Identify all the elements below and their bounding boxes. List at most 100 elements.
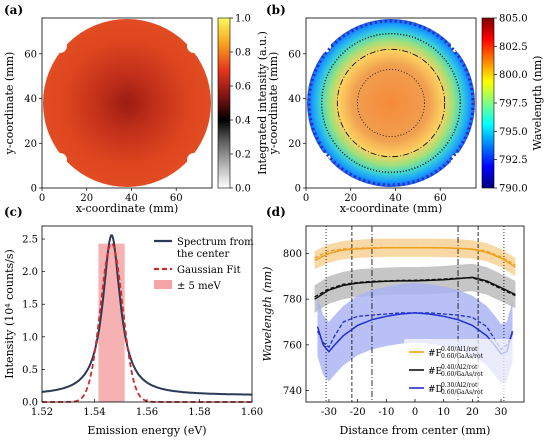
legend-sub: 0.60/GaAs/rot [441, 371, 484, 378]
panel-c-axes: 1.52 1.54 1.56 1.58 1.60 0.0 0.5 1.0 1.5 2.0 2.5 [22, 235, 263, 418]
y-tick-label: 780 [283, 295, 302, 306]
panel-b-ylabel: y-coordinate (mm) [267, 52, 280, 156]
panel-label-d: (d) [266, 205, 286, 219]
x-tick-label: 20 [344, 193, 357, 204]
y-tick-label: 800 [283, 249, 302, 260]
x-tick-label: 0 [412, 407, 418, 418]
panel-b-wafer-notches [317, 39, 465, 167]
y-tick-label: 20 [24, 139, 37, 150]
notch-bottom-left [317, 153, 331, 167]
colorbar-tick-label: 800.0 [499, 70, 528, 81]
colorbar-tick-label: 805.0 [499, 14, 528, 25]
x-tick-label: -20 [350, 407, 366, 418]
legend-sup: 0.40/Al1/rot [441, 346, 478, 353]
edge-noise-ring [307, 19, 475, 187]
x-tick-label: 0 [39, 193, 45, 204]
edge-noise-ring-red [307, 19, 475, 187]
legend-sup: 0.40/Al2/rot [441, 364, 478, 371]
panel-b-colorbar-ticks: 790.0 792.5 795.0 797.5 800.0 802.5 805.0 [494, 14, 528, 195]
notch-top-left [53, 39, 67, 53]
legend-prefix: #D [428, 385, 443, 395]
legend-prefix: #F [428, 349, 442, 359]
y-tick-label: 40 [288, 94, 301, 105]
contour-ring [320, 32, 462, 174]
panel-d-legend: #F 0.40/Al1/rot0.60/GaAs/rot#E0.40/Al2/ro… [404, 339, 520, 397]
panel-b-wafer [307, 19, 475, 187]
x-tick-label: 20 [466, 407, 479, 418]
legend-sup: 0.30/Al2/rot [441, 382, 478, 389]
panel-label-c: (c) [4, 205, 23, 219]
notch-bottom-left [53, 153, 67, 167]
notch-top-right [187, 39, 201, 53]
panel-a-ylabel: y-coordinate (mm) [3, 52, 16, 156]
panel-c-ylabel: Intensity (10⁴ counts/s) [3, 249, 16, 379]
y-tick-label: 760 [283, 340, 302, 351]
x-tick-label: 1.60 [241, 407, 263, 418]
panel-a-axes: 0 20 40 60 0 20 40 60 [24, 49, 182, 204]
legend-label-gaussian: Gaussian Fit [177, 265, 241, 276]
y-tick-label: 60 [288, 49, 301, 60]
panel-b-edge-noise [307, 19, 475, 187]
x-tick-label: 10 [437, 407, 450, 418]
panel-c-plot-area [41, 234, 252, 403]
notch-top-right [451, 39, 465, 53]
panel-d-ylabel: Wavelength (nm) [261, 267, 274, 362]
y-tick-label: 0 [31, 184, 37, 195]
panel-a-colorbar-label: Integrated intensity (a.u.) [256, 31, 269, 175]
x-tick-label: -30 [321, 407, 337, 418]
panel-a-colorbar [217, 17, 231, 189]
colorbar-tick-label: 0.2 [235, 150, 251, 161]
panel-d-xlabel: Distance from center (mm) [340, 424, 491, 437]
legend-label-band: ± 5 meV [177, 281, 221, 292]
contour-ring [357, 69, 425, 137]
y-tick-label: 40 [24, 94, 37, 105]
colorbar-tick-label: 0.8 [235, 48, 251, 59]
panel-b-axes: 0 20 40 60 0 20 40 60 [288, 49, 446, 204]
legend-prefix: #E [428, 367, 442, 377]
x-tick-label: 1.54 [83, 407, 105, 418]
y-tick-label: 20 [288, 139, 301, 150]
y-tick-label: 1.0 [22, 332, 38, 343]
y-tick-label: 1.5 [22, 300, 38, 311]
contour-ring [336, 48, 446, 158]
y-tick-label: 0.5 [22, 365, 38, 376]
panel-a-heatmap: 0 20 40 60 0 20 40 60 x-coordinate (mm) y-coord… [3, 14, 269, 216]
colorbar-tick-label: 802.5 [499, 42, 528, 53]
x-tick-label: 40 [389, 193, 402, 204]
panel-d-plot-area [314, 226, 516, 402]
panel-b-colorbar [481, 17, 495, 189]
panel-b-heatmap: 0 20 40 60 0 20 40 60 x-coordinate (mm) y-coord… [267, 14, 544, 216]
legend-sub: 0.60/GaAs/rot [441, 389, 484, 396]
panel-a-xlabel: x-coordinate (mm) [76, 202, 178, 215]
y-tick-label: 2.5 [22, 235, 38, 246]
panel-d-profiles: -30 -20 -10 0 10 20 30 740 760 780 800 Distance fr… [261, 225, 525, 437]
notch-top-left [317, 39, 331, 53]
x-tick-label: 60 [434, 193, 447, 204]
x-tick-label: 60 [170, 193, 183, 204]
x-tick-label: 30 [495, 407, 508, 418]
series-band-d [317, 283, 513, 384]
x-tick-label: 0 [303, 193, 309, 204]
panel-c-spectrum: 1.52 1.54 1.56 1.58 1.60 0.0 0.5 1.0 1.5 2.0 2.5 E… [3, 225, 263, 437]
notch-bottom-right [451, 153, 465, 167]
legend-background [404, 339, 520, 397]
x-tick-label: 1.56 [136, 407, 158, 418]
y-tick-label: 60 [24, 49, 37, 60]
panel-c-xlabel: Emission energy (eV) [87, 424, 206, 437]
colorbar-tick-label: 797.5 [499, 99, 528, 110]
series-dashed-f [314, 246, 516, 266]
x-tick-label: -10 [378, 407, 394, 418]
panel-d-axes: -30 -20 -10 0 10 20 30 740 760 780 800 [283, 249, 508, 418]
colorbar-tick-label: 795.0 [499, 127, 528, 138]
legend-swatch-band [154, 280, 172, 289]
legend-label-spectrum-line1: Spectrum from [177, 237, 254, 248]
y-tick-label: 740 [283, 386, 302, 397]
panel-label-b: (b) [266, 3, 286, 17]
notch-bottom-right [187, 153, 201, 167]
series-dashed-e [314, 277, 516, 298]
panel-label-a: (a) [4, 3, 23, 17]
y-tick-label: 0.0 [22, 398, 38, 409]
panel-a-wafer-notches [53, 39, 201, 167]
panel-a-colorbar-ticks: 0.0 0.2 0.4 0.6 0.8 1.0 [230, 14, 251, 195]
y-tick-label: 0 [295, 184, 301, 195]
